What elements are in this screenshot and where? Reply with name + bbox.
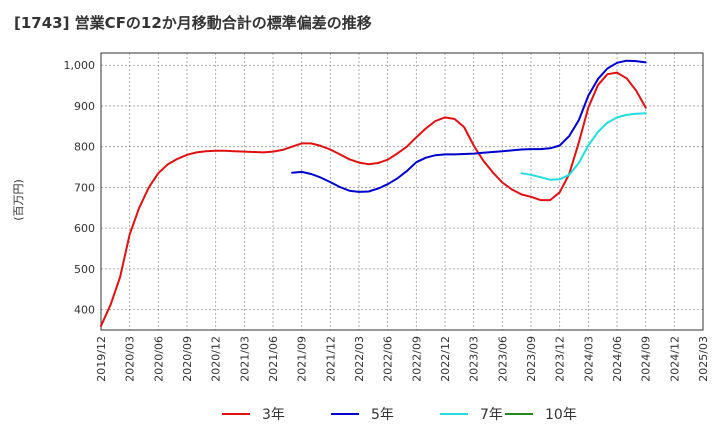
series-line-3y	[100, 71, 647, 327]
x-tick-label: 2020/09	[181, 336, 194, 382]
x-tick-label: 2020/03	[124, 336, 137, 382]
y-tick-label: 900	[74, 100, 95, 113]
legend-label-10y: 10年	[545, 407, 577, 423]
series-line-7y	[520, 112, 647, 181]
x-tick-label: 2020/06	[152, 336, 165, 382]
legend-label-5y: 5年	[371, 407, 394, 423]
x-tick-label: 2021/06	[267, 336, 280, 382]
x-tick-label: 2021/03	[238, 336, 251, 382]
y-tick-label: 600	[74, 222, 95, 235]
x-tick-label: 2022/06	[382, 336, 395, 382]
y-tick-label: 800	[74, 141, 95, 154]
x-tick-label: 2021/09	[296, 336, 309, 382]
y-tick-label: 400	[74, 304, 95, 317]
plot-area	[101, 53, 703, 330]
series-line-5y	[291, 59, 647, 193]
x-tick-label: 2023/09	[525, 336, 538, 382]
x-tick-label: 2022/03	[353, 336, 366, 382]
legend: 3年 5年 7年 10年	[222, 407, 577, 423]
x-tick-label: 2023/12	[554, 336, 567, 382]
y-axis-label: (百万円)	[12, 179, 25, 221]
y-tick-label: 500	[74, 263, 95, 276]
x-tick-label: 2024/06	[611, 336, 624, 382]
x-tick-label: 2025/03	[697, 336, 710, 382]
x-tick-label: 2023/03	[468, 336, 481, 382]
x-tick-label: 2024/03	[582, 336, 595, 382]
chart-title: [1743] 営業CFの12か月移動合計の標準偏差の推移	[14, 14, 372, 32]
x-tick-label: 2019/12	[95, 336, 108, 382]
x-tick-label: 2021/12	[324, 336, 337, 382]
x-tick-label: 2022/12	[439, 336, 452, 382]
x-tick-label: 2024/09	[640, 336, 653, 382]
x-tick-label: 2023/06	[496, 336, 509, 382]
x-tick-label: 2024/12	[668, 336, 681, 382]
plot-border	[100, 52, 704, 331]
y-tick-label: 1,000	[64, 59, 96, 72]
legend-label-7y: 7年	[480, 407, 503, 423]
y-tick-label: 700	[74, 181, 95, 194]
x-tick-label: 2022/09	[410, 336, 423, 382]
x-tick-label: 2020/12	[210, 336, 223, 382]
legend-label-3y: 3年	[262, 407, 285, 423]
